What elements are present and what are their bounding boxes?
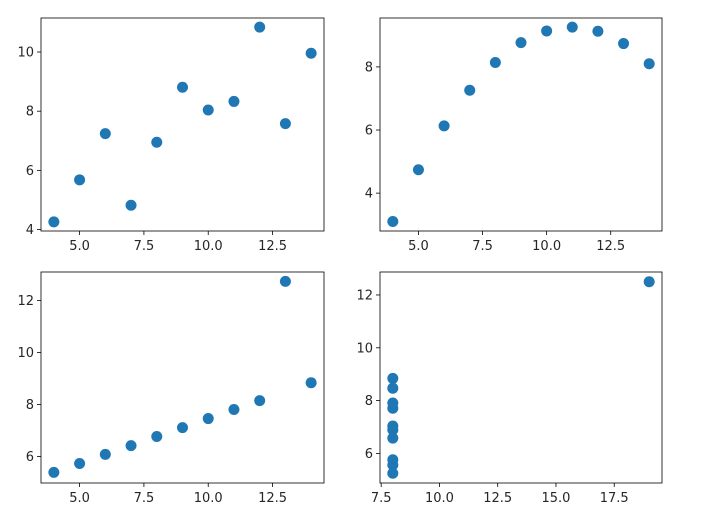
data-point xyxy=(254,395,266,407)
data-point xyxy=(541,25,553,37)
data-point xyxy=(202,104,214,116)
x-tick-label: 7.5 xyxy=(371,491,392,506)
y-tick-label: 8 xyxy=(26,398,34,413)
y-tick-label: 6 xyxy=(365,124,373,139)
data-point xyxy=(305,47,317,59)
data-point xyxy=(592,25,604,37)
data-point xyxy=(387,459,399,471)
data-point xyxy=(643,58,655,70)
x-tick-label: 5.0 xyxy=(408,239,429,254)
data-point xyxy=(74,458,86,470)
data-point xyxy=(202,413,214,425)
x-tick-label: 5.0 xyxy=(69,239,90,254)
y-tick-label: 12 xyxy=(356,288,373,303)
y-tick-label: 4 xyxy=(365,187,373,202)
data-point xyxy=(412,164,424,176)
axes-frame xyxy=(379,271,663,484)
axes-frame xyxy=(379,17,663,232)
x-tick-label: 12.5 xyxy=(596,239,625,254)
data-point xyxy=(387,382,399,394)
x-tick-label: 7.5 xyxy=(134,491,155,506)
data-point xyxy=(99,448,111,460)
y-tick-label: 10 xyxy=(17,46,34,61)
data-point xyxy=(151,430,163,442)
y-tick-label: 4 xyxy=(26,223,34,238)
subplot-top-left: 5.0 7.5 10.0 12.5 4 6 8 10 xyxy=(17,17,325,254)
data-point xyxy=(99,128,111,140)
data-point xyxy=(387,372,399,384)
y-tick-label: 8 xyxy=(26,105,34,120)
data-point xyxy=(643,276,655,288)
x-tick-label: 17.5 xyxy=(600,491,629,506)
data-point xyxy=(254,21,266,33)
data-point xyxy=(125,440,137,452)
data-point xyxy=(305,377,317,389)
x-tick-label: 7.5 xyxy=(472,239,493,254)
y-tick-label: 8 xyxy=(365,60,373,75)
data-point xyxy=(387,467,399,479)
data-point xyxy=(489,56,501,68)
data-point xyxy=(74,174,86,186)
axes-frame xyxy=(40,271,325,484)
data-point xyxy=(387,432,399,444)
y-tick-label: 10 xyxy=(17,346,34,361)
data-point xyxy=(48,466,60,478)
x-tick-label: 10.0 xyxy=(425,491,454,506)
data-point xyxy=(151,136,163,148)
x-tick-label: 12.5 xyxy=(258,491,287,506)
data-point xyxy=(464,84,476,96)
x-tick-label: 15.0 xyxy=(541,491,570,506)
data-point xyxy=(48,216,60,228)
data-point xyxy=(279,118,291,130)
data-point xyxy=(177,81,188,93)
y-tick-label: 10 xyxy=(356,341,373,356)
y-tick-label: 12 xyxy=(17,294,34,309)
y-tick-label: 8 xyxy=(365,394,373,409)
data-point xyxy=(387,216,399,228)
x-tick-label: 10.0 xyxy=(194,239,223,254)
x-tick-label: 12.5 xyxy=(483,491,512,506)
x-tick-label: 5.0 xyxy=(69,491,90,506)
subplot-top-right: 5.0 7.5 10.0 12.5 4 6 8 xyxy=(365,17,663,254)
data-point xyxy=(228,95,240,107)
data-point xyxy=(177,422,188,434)
data-point xyxy=(387,397,399,409)
subplot-bottom-right: 7.5 10.0 12.5 15.0 17.5 6 8 10 12 xyxy=(356,271,663,506)
y-tick-label: 6 xyxy=(26,450,34,465)
x-tick-label: 12.5 xyxy=(258,239,287,254)
data-point xyxy=(438,120,450,132)
y-tick-label: 6 xyxy=(26,164,34,179)
data-point xyxy=(228,403,240,415)
data-point xyxy=(618,38,630,50)
x-tick-label: 7.5 xyxy=(134,239,155,254)
subplot-bottom-left: 5.0 7.5 10.0 12.5 6 8 10 12 xyxy=(17,271,325,506)
x-tick-label: 10.0 xyxy=(532,239,561,254)
data-point xyxy=(279,275,291,287)
axes-frame xyxy=(40,17,325,232)
data-point xyxy=(387,424,399,436)
data-point xyxy=(566,21,578,33)
data-point xyxy=(125,199,137,211)
y-tick-label: 6 xyxy=(365,447,373,462)
data-point xyxy=(515,37,527,49)
x-tick-label: 10.0 xyxy=(194,491,223,506)
